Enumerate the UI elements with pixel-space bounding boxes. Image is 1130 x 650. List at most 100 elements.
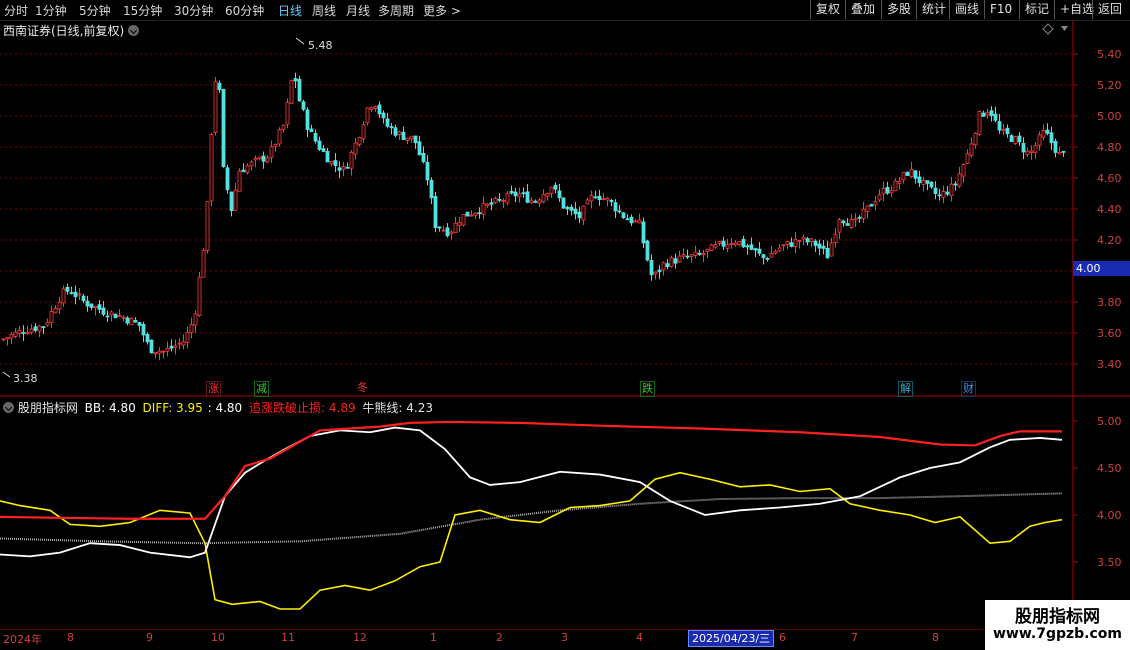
period-tab-30min[interactable]: 30分钟: [174, 4, 214, 18]
event-marker-finance[interactable]: 财: [961, 381, 976, 397]
draw-line-button[interactable]: 画线: [949, 0, 984, 19]
add-watchlist-button[interactable]: +自选: [1054, 0, 1094, 19]
candle-body: [889, 190, 894, 194]
price-axis-label: 4.20: [1097, 234, 1122, 247]
mark-button[interactable]: 标记: [1019, 0, 1054, 19]
candle-body: [769, 253, 774, 258]
month-label: 12: [353, 631, 367, 644]
period-tab-15min[interactable]: 15分钟: [123, 4, 163, 18]
candle-body: [905, 171, 910, 176]
candle-body: [377, 104, 382, 115]
candle-body: [213, 81, 218, 133]
candle-body: [545, 192, 550, 197]
candle-body: [401, 131, 406, 140]
period-tab-5min[interactable]: 5分钟: [79, 4, 111, 18]
candle-body: [453, 222, 458, 233]
candle-body: [1045, 129, 1050, 134]
candle-body: [381, 112, 386, 119]
candle-body: [533, 200, 538, 203]
candle-body: [721, 240, 726, 247]
adjust-button[interactable]: 复权: [810, 0, 845, 19]
period-tab-60min[interactable]: 60分钟: [225, 4, 265, 18]
period-tab-intraday[interactable]: 分时: [4, 4, 29, 18]
candle-body: [385, 118, 390, 127]
event-marker-reduce[interactable]: 减: [254, 381, 269, 397]
candle-body: [121, 316, 126, 319]
high-marker-line: [295, 37, 305, 45]
candle-body: [1033, 145, 1038, 154]
candle-body: [1021, 143, 1026, 153]
dropdown-triangle-icon[interactable]: [1061, 26, 1068, 31]
period-tab-multi[interactable]: 多周期: [378, 4, 415, 18]
candle-body: [929, 181, 934, 188]
candle-body: [257, 156, 262, 160]
overlay-button[interactable]: 叠加: [845, 0, 881, 19]
candle-body: [365, 107, 370, 124]
candle-body: [937, 194, 942, 197]
chart-canvas[interactable]: 5.40 5.20 5.00 4.80 4.60 4.40 4.20 4.00 3.80 3.60…: [0, 20, 1130, 630]
candle-body: [441, 229, 446, 232]
candle-body: [145, 333, 150, 343]
candle-body: [425, 161, 430, 181]
candle-body: [973, 132, 978, 146]
price-axis-label: 4.60: [1097, 172, 1122, 185]
event-marker-unlock[interactable]: 解: [898, 381, 913, 397]
candle-body: [13, 331, 18, 337]
back-button[interactable]: 返回: [1092, 0, 1130, 19]
candle-body: [581, 205, 586, 221]
indicator-title[interactable]: 股朋指标网 BB: 4.80 DIFF: 3.95 : 4.80 追涨跌破止损:…: [3, 399, 433, 416]
f10-button[interactable]: F10: [984, 0, 1019, 19]
candle-body: [1025, 150, 1030, 155]
candle-body: [673, 258, 678, 264]
stats-button[interactable]: 统计: [916, 0, 949, 19]
candle-body: [981, 112, 986, 117]
candle-body: [501, 200, 506, 202]
candle-body: [801, 236, 806, 240]
stock-title[interactable]: 西南证券(日线,前复权): [3, 22, 140, 39]
chevron-down-icon[interactable]: [3, 402, 14, 413]
candle-body: [113, 313, 118, 319]
event-marker-winter[interactable]: 冬: [357, 381, 368, 394]
candle-body: [493, 198, 498, 203]
candle-body: [1041, 129, 1046, 138]
candle-body: [217, 82, 222, 91]
candlestick-series: [1, 72, 1066, 361]
period-tab-more[interactable]: 更多 >: [423, 4, 461, 18]
candle-body: [209, 134, 214, 202]
period-tab-monthly[interactable]: 月线: [346, 4, 371, 18]
chevron-down-icon[interactable]: [128, 25, 140, 36]
candle-body: [329, 160, 334, 165]
candle-body: [241, 169, 246, 173]
candle-body: [289, 80, 294, 104]
candle-body: [25, 332, 30, 335]
candle-body: [729, 243, 734, 245]
period-tab-1min[interactable]: 1分钟: [35, 4, 67, 18]
price-axis-label: 5.20: [1097, 79, 1122, 92]
candle-body: [785, 241, 790, 245]
candle-body: [537, 199, 542, 204]
candle-body: [513, 191, 518, 197]
bull-bear-value: 牛熊线: 4.23: [362, 401, 433, 415]
event-marker-drop[interactable]: 跌: [640, 381, 655, 397]
period-tab-weekly[interactable]: 周线: [312, 4, 337, 18]
candle-body: [777, 247, 782, 252]
candle-body: [897, 180, 902, 184]
candle-body: [421, 153, 426, 163]
candle-body: [1049, 132, 1054, 144]
event-marker-limit-up[interactable]: 涨: [206, 381, 221, 397]
candle-body: [809, 238, 814, 242]
period-tab-daily[interactable]: 日线: [278, 4, 303, 18]
candle-body: [997, 121, 1002, 131]
candle-body: [1001, 128, 1006, 132]
month-label: 10: [211, 631, 225, 644]
cursor-date-label: 2025/04/23/三: [688, 630, 775, 647]
candle-body: [49, 311, 54, 324]
diamond-icon[interactable]: [1042, 23, 1054, 35]
candle-body: [549, 186, 554, 194]
multi-stock-button[interactable]: 多股: [881, 0, 916, 19]
candle-body: [185, 331, 190, 343]
candle-body: [249, 161, 254, 167]
candle-body: [977, 111, 982, 135]
high-marker-label: 5.48: [308, 39, 333, 52]
candle-body: [69, 292, 74, 294]
